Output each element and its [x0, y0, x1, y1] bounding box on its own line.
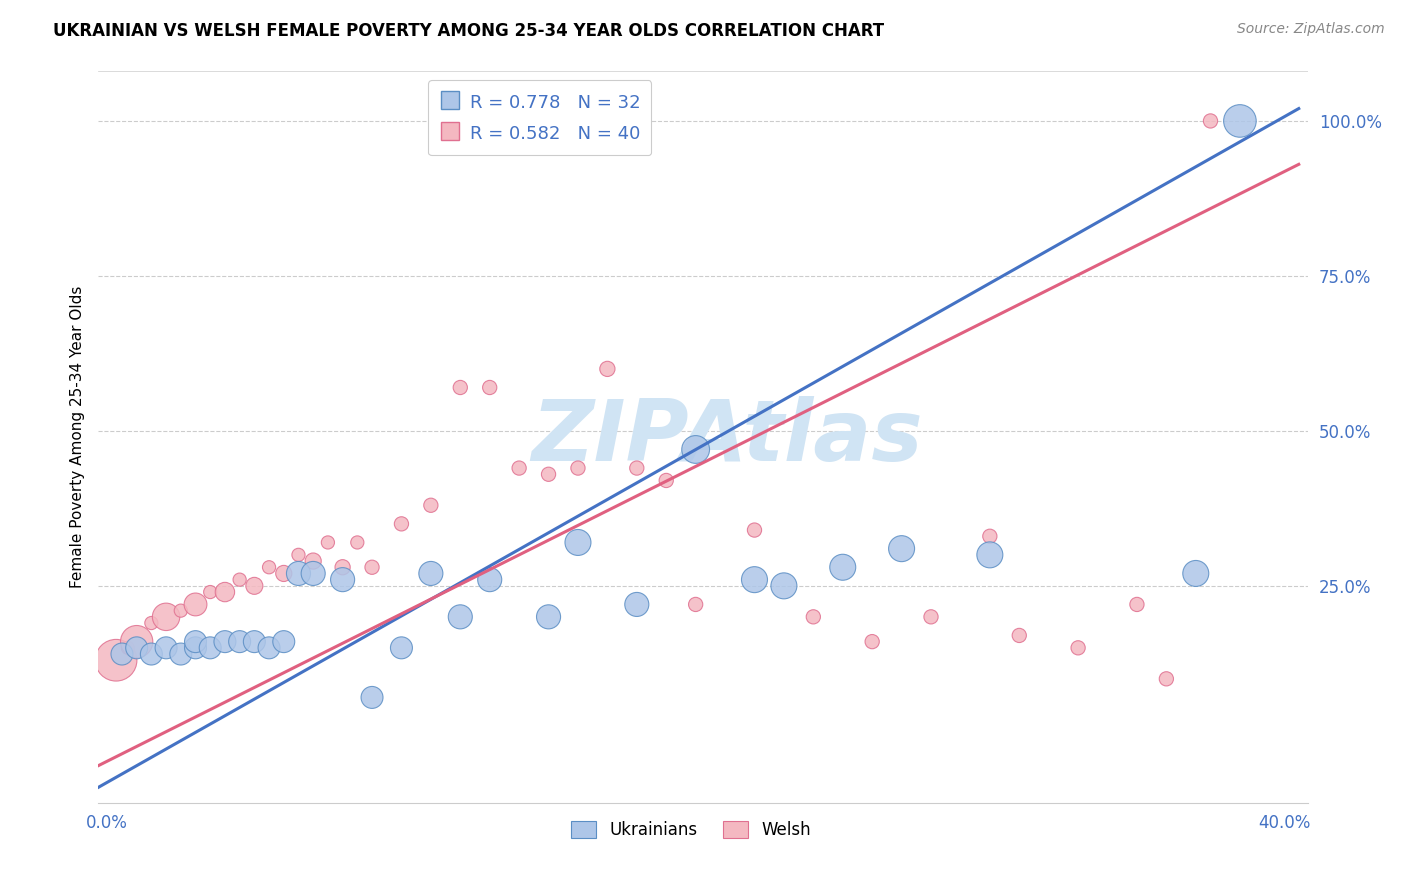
Point [170, 604, 193, 618]
Point [508, 461, 530, 475]
Point [537, 467, 560, 482]
Point [449, 610, 471, 624]
Point [287, 548, 309, 562]
Point [302, 566, 325, 581]
Point [979, 548, 1001, 562]
Point [200, 585, 222, 599]
Point [141, 647, 163, 661]
Point [860, 634, 883, 648]
Point [155, 610, 177, 624]
Point [111, 647, 134, 661]
Point [125, 634, 148, 648]
Point [228, 573, 250, 587]
Point [478, 573, 501, 587]
Point [184, 640, 207, 655]
Point [302, 554, 325, 568]
Text: UKRAINIAN VS WELSH FEMALE POVERTY AMONG 25-34 YEAR OLDS CORRELATION CHART: UKRAINIAN VS WELSH FEMALE POVERTY AMONG … [53, 22, 884, 40]
Point [1184, 566, 1206, 581]
Point [685, 442, 707, 457]
Point [105, 653, 128, 667]
Point [170, 647, 193, 661]
Point [831, 560, 853, 574]
Point [890, 541, 912, 556]
Point [200, 640, 222, 655]
Point [184, 598, 207, 612]
Point [1067, 640, 1090, 655]
Point [361, 690, 384, 705]
Point [243, 634, 266, 648]
Point [117, 640, 139, 655]
Point [184, 634, 207, 648]
Point [1126, 598, 1149, 612]
Point [1199, 114, 1222, 128]
Point [287, 566, 309, 581]
Point [979, 529, 1001, 543]
Point [257, 560, 280, 574]
Point [228, 634, 250, 648]
Point [419, 498, 441, 512]
Point [685, 598, 707, 612]
Point [1008, 628, 1031, 642]
Point [744, 523, 766, 537]
Point [346, 535, 368, 549]
Point [1156, 672, 1178, 686]
Point [1229, 114, 1251, 128]
Point [257, 640, 280, 655]
Point [273, 566, 295, 581]
Point [920, 610, 942, 624]
Point [567, 535, 589, 549]
Text: Source: ZipAtlas.com: Source: ZipAtlas.com [1237, 22, 1385, 37]
Point [567, 461, 589, 475]
Point [478, 380, 501, 394]
Y-axis label: Female Poverty Among 25-34 Year Olds: Female Poverty Among 25-34 Year Olds [69, 286, 84, 588]
Point [155, 640, 177, 655]
Point [655, 474, 678, 488]
Point [316, 535, 339, 549]
Text: ZIPAtlas: ZIPAtlas [531, 395, 922, 479]
Point [214, 585, 236, 599]
Point [273, 634, 295, 648]
Point [537, 610, 560, 624]
Point [596, 362, 619, 376]
Point [419, 566, 441, 581]
Point [773, 579, 796, 593]
Point [744, 573, 766, 587]
Point [449, 380, 471, 394]
Point [332, 573, 354, 587]
Point [801, 610, 824, 624]
Point [391, 640, 413, 655]
Point [626, 461, 648, 475]
Point [243, 579, 266, 593]
Point [141, 615, 163, 630]
Point [125, 640, 148, 655]
Point [332, 560, 354, 574]
Legend: Ukrainians, Welsh: Ukrainians, Welsh [565, 814, 817, 846]
Point [391, 516, 413, 531]
Point [626, 598, 648, 612]
Point [214, 634, 236, 648]
Point [361, 560, 384, 574]
